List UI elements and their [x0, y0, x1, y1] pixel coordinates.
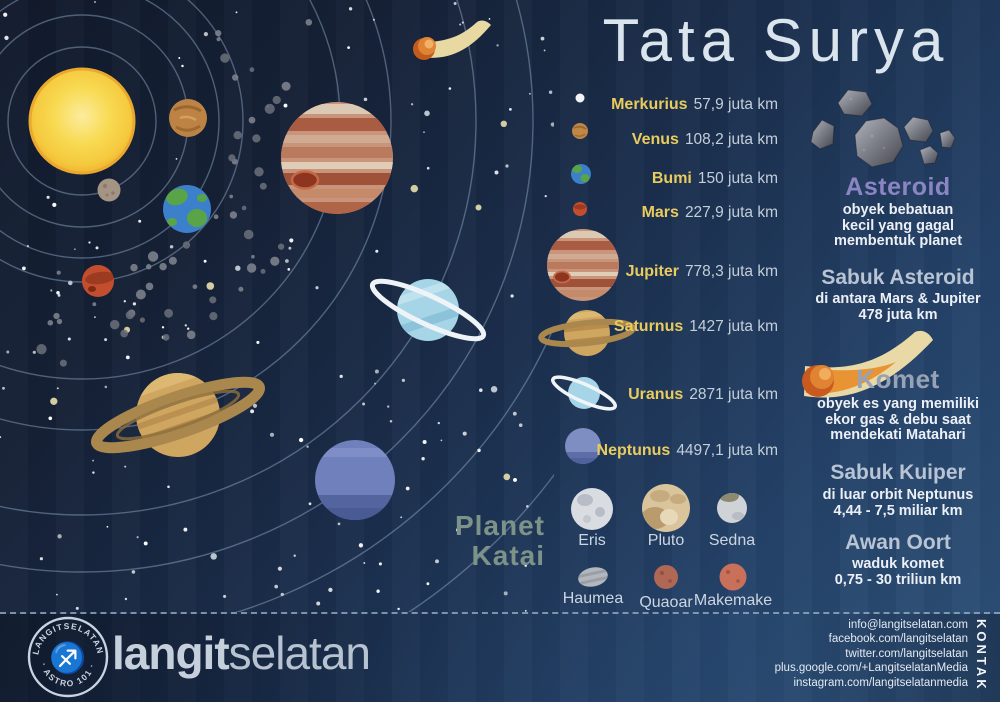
kontak-label: KONTAK [974, 619, 989, 692]
jupiter-icon [547, 229, 619, 301]
haumea-icon [577, 567, 609, 587]
sun-illustration [28, 67, 136, 175]
sedna-icon [717, 493, 747, 523]
contact-instagram[interactable]: instagram.com/langitselatanmedia [793, 676, 968, 689]
asteroid-belt-dots [36, 19, 313, 367]
uranus-icon [550, 375, 618, 411]
contact-googleplus[interactable]: plus.google.com/+LangitselatanMedia [774, 662, 968, 675]
neptunus-icon [565, 428, 601, 464]
list-item-uranus: Uranus 2871 juta km [528, 386, 778, 406]
dashed-divider [0, 612, 1000, 614]
komet-description: obyek es yang memiliki ekor gas & debu s… [817, 396, 979, 443]
list-item-bumi: Bumi 150 juta km [528, 170, 778, 190]
quaoar-icon [654, 565, 678, 589]
planet-distance: 2871 juta km [689, 386, 778, 403]
pluto-icon [642, 484, 690, 532]
dwarf-label-sedna: Sedna [708, 532, 756, 549]
brand-wordmark: langitselatan [112, 626, 371, 680]
contact-facebook[interactable]: facebook.com/langitselatan [828, 633, 968, 646]
contact-links: info@langitselatan.com facebook.com/lang… [775, 618, 968, 690]
sabuk-asteroid-heading: Sabuk Asteroid [821, 266, 975, 289]
merkurius-icon [575, 93, 585, 103]
page-title: Tata Surya [602, 7, 950, 74]
list-item-saturnus: Saturnus 1427 juta km [528, 318, 778, 338]
planet-distance: 227,9 juta km [684, 204, 778, 221]
sabuk-kuiper-heading: Sabuk Kuiper [830, 461, 966, 484]
eris-icon [571, 488, 613, 530]
comet-illustration [413, 20, 491, 60]
brand-wordmark-bold: langit [112, 627, 230, 679]
venus-icon [572, 123, 588, 139]
jupiter-illustration [281, 102, 393, 214]
makemake-icon [719, 563, 747, 591]
dwarf-label-pluto: Pluto [647, 532, 685, 549]
planet-name: Venus [631, 131, 679, 148]
list-item-mars: Mars 227,9 juta km [528, 204, 778, 224]
planet-name: Bumi [651, 170, 692, 187]
brand-wordmark-light: selatan [228, 627, 371, 679]
langitselatan-stamp-logo: LANGITSELATAN · ASTRO 101 · ♐ [27, 616, 109, 698]
awan-oort-description: waduk komet 0,75 - 30 triliun km [834, 556, 962, 588]
list-item-merkurius: Merkurius 57,9 juta km [528, 96, 778, 116]
list-item-neptunus: Neptunus 4497,1 juta km [528, 442, 778, 462]
sabuk-kuiper-description: di luar orbit Neptunus 4,44 - 7,5 miliar… [822, 487, 974, 519]
dwarf-label-quaoar: Quaoar [639, 594, 693, 611]
planet-distance: 4497,1 juta km [676, 442, 778, 459]
awan-oort-heading: Awan Oort [845, 531, 951, 554]
asteroid-description: obyek bebatuan kecil yang gagal membentu… [833, 202, 963, 249]
dwarf-section-title: Planet Katai [454, 510, 545, 571]
list-item-jupiter: Jupiter 778,3 juta km [528, 263, 778, 283]
neptune-illustration [315, 440, 395, 520]
earth-illustration [163, 185, 211, 233]
archer-centaur-icon: ♐ [49, 640, 86, 675]
footer-background [0, 614, 1000, 702]
planet-distance: 108,2 juta km [684, 131, 778, 148]
contact-email[interactable]: info@langitselatan.com [848, 619, 968, 631]
uranus-illustration [369, 278, 487, 342]
planet-name: Saturnus [613, 318, 684, 335]
bumi-icon [571, 164, 591, 184]
mars-icon [573, 202, 587, 216]
planet-distance: 1427 juta km [689, 318, 778, 335]
planet-name: Jupiter [625, 263, 679, 280]
planet-name: Mars [641, 204, 679, 221]
dwarf-label-haumea: Haumea [562, 590, 624, 607]
sabuk-asteroid-description: di antara Mars & Jupiter 478 juta km [815, 291, 981, 323]
planet-name: Merkurius [611, 96, 688, 113]
mars-illustration [82, 265, 114, 297]
star-field [0, 0, 554, 612]
dwarf-label-eris: Eris [578, 532, 606, 549]
planet-name: Uranus [628, 386, 684, 403]
komet-icon [802, 330, 933, 398]
komet-heading: Komet [856, 364, 940, 394]
saturnus-icon [538, 309, 636, 356]
list-item-venus: Venus 108,2 juta km [528, 131, 778, 151]
planet-distance: 778,3 juta km [684, 263, 778, 280]
asteroid-heading: Asteroid [845, 173, 951, 201]
planet-name: Neptunus [596, 442, 671, 459]
mercury-illustration [97, 178, 121, 202]
venus-illustration [169, 99, 207, 137]
asteroid-rocks-icon [810, 89, 956, 168]
contact-twitter[interactable]: twitter.com/langitselatan [845, 647, 968, 660]
planet-distance: 57,9 juta km [693, 96, 778, 113]
dwarf-label-makemake: Makemake [693, 592, 773, 609]
saturn-illustration [90, 361, 266, 457]
planet-distance: 150 juta km [697, 170, 778, 187]
